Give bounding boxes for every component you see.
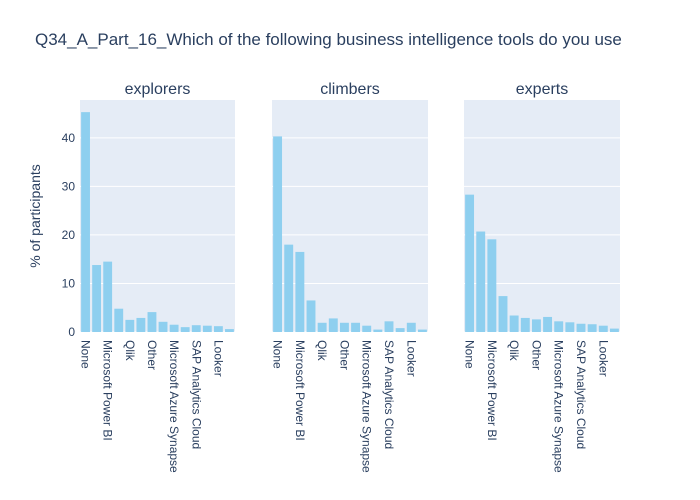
x-tick-label: Microsoft Azure Synapse (552, 340, 566, 473)
bar (147, 312, 157, 332)
x-tick-label: Microsoft Power BI (101, 340, 115, 441)
x-tick-label: None (79, 340, 93, 369)
bar (509, 315, 519, 332)
x-tick-label: Looker (404, 340, 418, 377)
x-tick-label: Qlik (507, 340, 521, 362)
x-tick-label: Microsoft Azure Synapse (360, 340, 374, 473)
x-tick-label: SAP Analytics Cloud (574, 340, 588, 449)
bar (476, 231, 486, 332)
bar (417, 329, 427, 332)
bar (328, 318, 338, 332)
bar (373, 329, 383, 332)
bar (587, 324, 597, 332)
bar (202, 325, 212, 332)
x-tick-label: Qlik (315, 340, 329, 362)
bar (609, 328, 619, 332)
bar (339, 322, 349, 332)
x-tick-label: Other (337, 340, 351, 370)
bar (598, 325, 608, 332)
bar (554, 321, 564, 332)
subplot-title: explorers (125, 81, 191, 98)
bar (498, 296, 508, 332)
bar (306, 300, 316, 332)
bar (531, 319, 541, 332)
bar (465, 194, 475, 332)
bar (81, 112, 90, 333)
subplot-title: climbers (320, 81, 380, 98)
bar (406, 322, 416, 332)
bar (169, 324, 179, 332)
x-tick-label: Microsoft Azure Synapse (167, 340, 181, 473)
bar (273, 136, 283, 332)
bar (284, 244, 294, 332)
bar (351, 322, 361, 332)
x-tick-label: None (463, 340, 477, 369)
y-tick-label: 10 (62, 276, 76, 290)
bar (295, 251, 305, 332)
x-tick-label: Other (529, 340, 543, 370)
bar (543, 316, 553, 332)
bar (384, 321, 394, 332)
x-tick-label: SAP Analytics Cloud (382, 340, 396, 449)
x-tick-label: Other (145, 340, 159, 370)
bar (114, 308, 124, 332)
bar (317, 322, 327, 332)
bar (225, 329, 234, 332)
bar (92, 265, 102, 332)
y-tick-label: 30 (62, 179, 76, 193)
bar (136, 317, 146, 332)
x-tick-label: Qlik (123, 340, 137, 362)
bar (487, 239, 497, 332)
x-tick-label: Looker (211, 340, 225, 377)
bar (158, 321, 168, 332)
bar (576, 323, 586, 332)
y-tick-label: 0 (68, 325, 75, 339)
bar (213, 326, 223, 332)
y-tick-label: 40 (62, 131, 76, 145)
bar (395, 328, 405, 332)
x-tick-label: None (271, 340, 285, 369)
subplot-title: experts (516, 81, 568, 98)
y-axis-label: % of participants (27, 164, 43, 268)
bar (565, 322, 575, 332)
bar (191, 325, 201, 332)
bar (362, 325, 372, 332)
x-tick-label: Microsoft Power BI (293, 340, 307, 441)
bar (103, 261, 113, 332)
chart-title: Q34_A_Part_16_Which of the following bus… (35, 30, 622, 49)
y-tick-label: 20 (62, 228, 76, 242)
x-tick-label: Looker (596, 340, 610, 377)
bar (520, 317, 530, 332)
x-tick-label: SAP Analytics Cloud (189, 340, 203, 449)
bar (125, 319, 135, 332)
bar (180, 327, 190, 332)
x-tick-label: Microsoft Power BI (485, 340, 499, 441)
